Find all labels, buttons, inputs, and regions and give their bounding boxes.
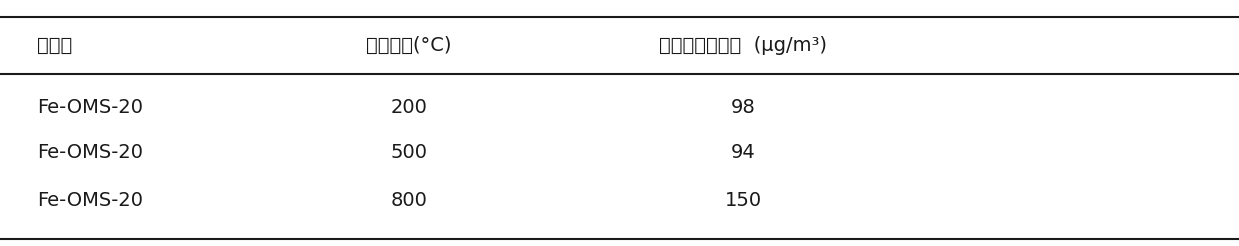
Text: 98: 98 [731,97,756,117]
Text: 出口的臭氧浓度  (μg/m³): 出口的臭氧浓度 (μg/m³) [659,36,828,55]
Text: Fe-OMS-20: Fe-OMS-20 [37,191,144,210]
Text: 焙烧温度(°C): 焙烧温度(°C) [366,36,452,55]
Text: 200: 200 [390,97,427,117]
Text: Fe-OMS-20: Fe-OMS-20 [37,97,144,117]
Text: 500: 500 [390,143,427,162]
Text: 却化剂: 却化剂 [37,36,72,55]
Text: 800: 800 [390,191,427,210]
Text: 94: 94 [731,143,756,162]
Text: 150: 150 [725,191,762,210]
Text: Fe-OMS-20: Fe-OMS-20 [37,143,144,162]
